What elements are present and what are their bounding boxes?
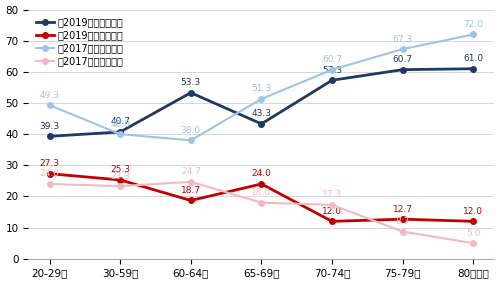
Text: 51.3: 51.3 — [252, 84, 272, 93]
Text: 24.0: 24.0 — [252, 170, 272, 178]
、2017】自信がない — [117, 184, 123, 188]
Text: 5.0: 5.0 — [466, 229, 480, 238]
Line: 、2019】自信がない: 、2019】自信がない — [47, 171, 476, 224]
、2019】自信がない — [329, 220, 335, 223]
、2019】自信がある — [329, 79, 335, 82]
Line: 、2017】自信がある: 、2017】自信がある — [47, 32, 476, 143]
Text: 18.0: 18.0 — [252, 188, 272, 197]
、2017】自信がない — [400, 230, 406, 233]
Text: 43.3: 43.3 — [252, 109, 272, 118]
Text: 17.3: 17.3 — [322, 190, 342, 199]
、2017】自信がない — [329, 203, 335, 206]
、2019】自信がある — [117, 130, 123, 134]
Text: 60.7: 60.7 — [322, 55, 342, 64]
、2019】自信がある — [258, 122, 264, 126]
Text: 27.3: 27.3 — [40, 159, 60, 168]
Text: 40.0: 40.0 — [110, 120, 130, 129]
Text: 39.3: 39.3 — [40, 122, 60, 131]
、2017】自信がある — [188, 139, 194, 142]
、2017】自信がある — [470, 33, 476, 36]
Text: 61.0: 61.0 — [463, 54, 483, 63]
Text: 18.7: 18.7 — [180, 186, 201, 195]
Text: 53.3: 53.3 — [180, 78, 201, 87]
、2017】自信がある — [329, 68, 335, 71]
Text: 25.3: 25.3 — [110, 165, 130, 174]
Text: 49.3: 49.3 — [40, 91, 60, 100]
Text: 8.7: 8.7 — [396, 217, 410, 226]
Legend: 、2019】自信がある, 、2019】自信がない, 、2017】自信がある, 、2017】自信がない: 、2019】自信がある, 、2019】自信がない, 、2017】自信がある, 、… — [34, 14, 126, 69]
Text: 40.7: 40.7 — [110, 117, 130, 126]
Text: 12.7: 12.7 — [392, 204, 412, 214]
、2019】自信がある — [188, 91, 194, 94]
Line: 、2017】自信がない: 、2017】自信がない — [47, 179, 476, 246]
Text: 60.7: 60.7 — [392, 55, 412, 64]
、2019】自信がない — [46, 172, 52, 176]
Text: 24.0: 24.0 — [40, 170, 60, 178]
、2019】自信がある — [46, 135, 52, 138]
、2017】自信がない — [470, 241, 476, 245]
Text: 38.0: 38.0 — [180, 126, 201, 135]
Text: 12.0: 12.0 — [464, 207, 483, 216]
、2019】自信がない — [188, 199, 194, 202]
、2017】自信がある — [46, 103, 52, 107]
、2017】自信がない — [258, 201, 264, 204]
Text: 67.3: 67.3 — [392, 35, 412, 43]
、2017】自信がない — [188, 180, 194, 183]
Text: 24.7: 24.7 — [181, 167, 201, 176]
、2019】自信がない — [117, 178, 123, 182]
Text: 72.0: 72.0 — [464, 20, 483, 29]
Text: 12.0: 12.0 — [322, 207, 342, 216]
Text: 23.3: 23.3 — [110, 172, 130, 181]
、2017】自信がある — [117, 132, 123, 136]
、2017】自信がある — [258, 97, 264, 101]
、2019】自信がある — [400, 68, 406, 71]
Line: 、2019】自信がある: 、2019】自信がある — [47, 66, 476, 139]
、2019】自信がない — [400, 218, 406, 221]
、2019】自信がない — [258, 182, 264, 186]
、2017】自信がない — [46, 182, 52, 186]
Text: 57.3: 57.3 — [322, 66, 342, 75]
、2019】自信がある — [470, 67, 476, 70]
、2017】自信がある — [400, 47, 406, 51]
、2019】自信がない — [470, 220, 476, 223]
